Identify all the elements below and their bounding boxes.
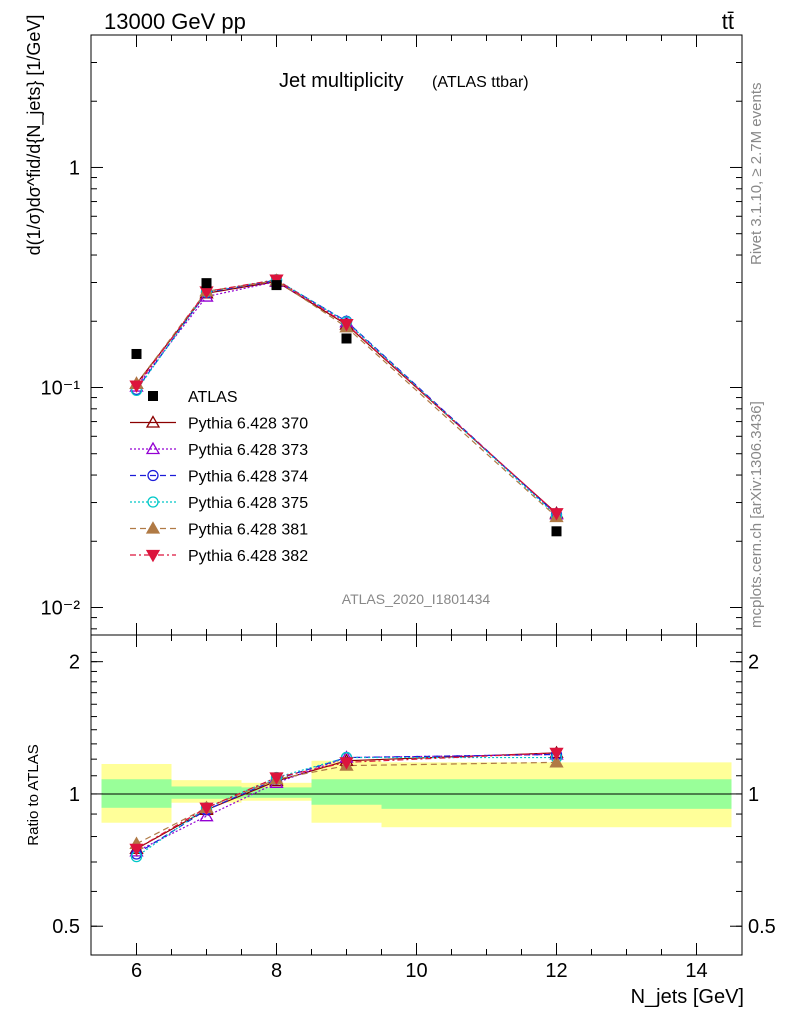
legend-label: Pythia 6.428 374 (188, 469, 308, 486)
legend-label: Pythia 6.428 370 (188, 416, 308, 433)
rivet-label: Rivet 3.1.10, ≥ 2.7M events (748, 83, 765, 266)
main-series-line (136, 279, 557, 518)
main-y-tick-label: 10⁻² (41, 598, 81, 620)
data-point (271, 280, 282, 291)
main-plot-frame (90, 34, 743, 636)
ratio-series-point (269, 772, 284, 785)
source-label: mcplots.cern.ch [arXiv:1306.3436] (748, 401, 765, 628)
ratio-y-tick-label-right: 1 (748, 784, 759, 806)
legend: ATLAS Pythia 6.428 370 Pythia 6.428 373 Pyt… (130, 389, 308, 565)
x-tick-label: 14 (685, 960, 707, 982)
data-point (551, 526, 562, 537)
main-series-line (136, 279, 557, 514)
xlabel: N_jets [GeV] (631, 986, 744, 1008)
ratio-series-point (199, 802, 214, 816)
legend-marker (145, 521, 161, 534)
data-point (341, 333, 352, 344)
ratio-series-markers (129, 745, 564, 863)
x-tick-label: 6 (131, 960, 142, 982)
ratio-y-tick-label: 0.5 (52, 916, 80, 938)
ratio-y-tick-label: 2 (69, 652, 80, 674)
main-series-point (129, 380, 144, 393)
x-tick-label: 8 (271, 960, 282, 982)
axis-ticks (91, 34, 742, 955)
legend-label: Pythia 6.428 375 (188, 495, 308, 512)
ratio-y-tick-label: 1 (69, 784, 80, 806)
legend-marker (145, 441, 161, 455)
data-point (131, 348, 142, 359)
ratio-series-point (549, 747, 564, 761)
x-tick-label: 10 (405, 960, 427, 982)
ratio-series-point (199, 808, 214, 822)
plot-title-group: Jet multiplicity (ATLAS ttbar) (279, 70, 529, 92)
ratio-ylabel: Ratio to ATLAS (25, 744, 42, 845)
energy-label: 13000 GeV pp (104, 9, 246, 34)
data-point (201, 278, 212, 289)
main-y-tick-label: 1 (69, 157, 80, 179)
ratio-y-tick-label-right: 0.5 (748, 916, 776, 938)
main-series-point (549, 508, 564, 521)
legend-marker (145, 415, 161, 428)
ratio-y-tick-label-right: 2 (748, 652, 759, 674)
legend-label: ATLAS (188, 389, 238, 406)
analysis-id-label: ATLAS_2020_I1801434 (342, 591, 491, 607)
legend-label: Pythia 6.428 373 (188, 442, 308, 459)
ratio-series-point (339, 757, 354, 770)
legend-data-marker (148, 391, 158, 401)
legend-marker (147, 496, 159, 508)
stat-uncertainty-band (311, 779, 382, 805)
plot-title: Jet multiplicity (279, 70, 403, 92)
process-label: tt̄ (722, 9, 734, 34)
x-tick-label: 12 (545, 960, 567, 982)
main-series-markers (129, 273, 564, 537)
ratio-series-point (129, 843, 144, 857)
main-ylabel: d(1/σ)dσ^fid/d{N_jets} [1/GeV] (24, 15, 45, 256)
legend-marker (145, 549, 161, 563)
ratio-series-point (549, 755, 564, 768)
plot-subtitle: (ATLAS ttbar) (432, 74, 529, 91)
stat-uncertainty-band (171, 786, 242, 799)
main-y-tick-label: 10⁻¹ (41, 377, 81, 399)
legend-marker (147, 469, 159, 482)
ratio-uncertainty-bands (101, 760, 732, 828)
legend-label: Pythia 6.428 381 (188, 522, 308, 539)
main-series-point (339, 319, 354, 332)
legend-label: Pythia 6.428 382 (188, 548, 308, 565)
stat-uncertainty-band (241, 787, 312, 798)
